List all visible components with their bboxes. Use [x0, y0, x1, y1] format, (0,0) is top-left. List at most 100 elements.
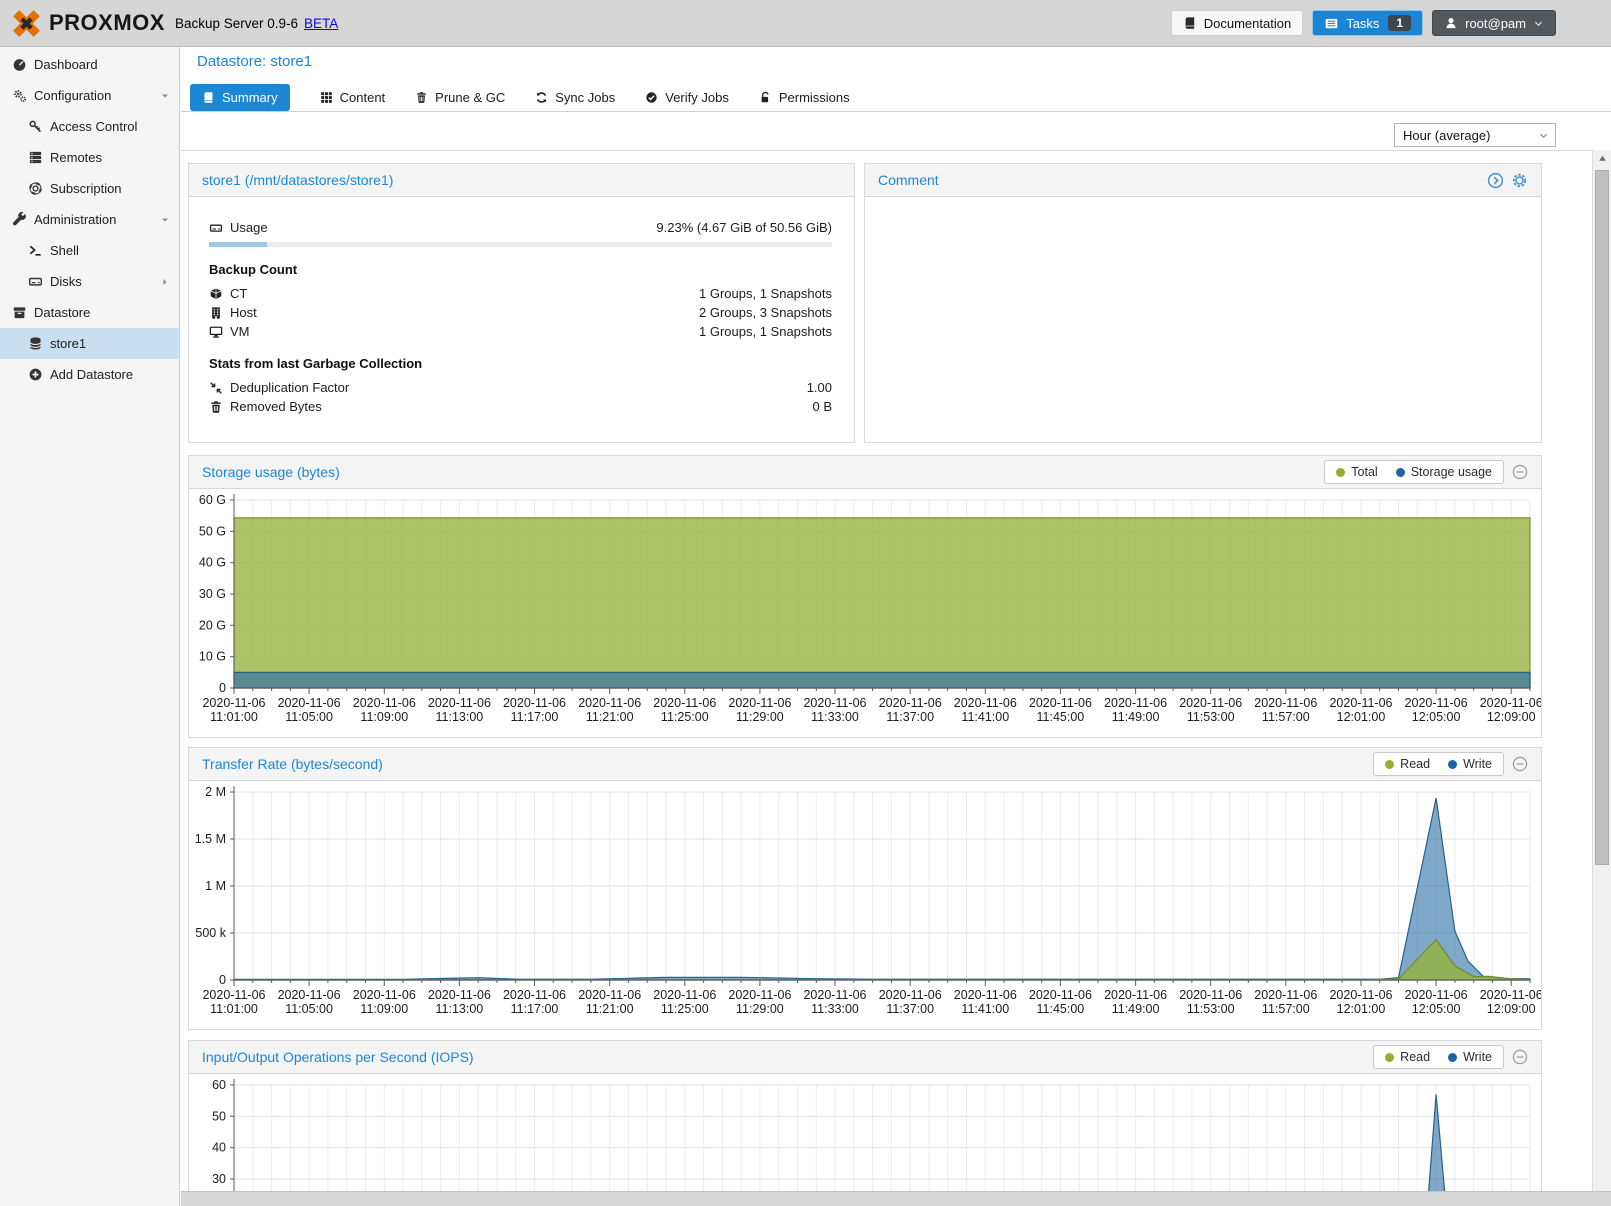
sidebar-item-datastore[interactable]: Datastore: [0, 297, 179, 328]
legend-item-storage-usage[interactable]: Storage usage: [1395, 465, 1492, 479]
tasks-button[interactable]: Tasks 1: [1312, 10, 1424, 36]
tab-prune-gc[interactable]: Prune & GC: [415, 84, 505, 111]
sidebar-item-add-datastore[interactable]: Add Datastore: [0, 359, 179, 390]
minus-circle-icon[interactable]: [1512, 464, 1528, 480]
gear-icon[interactable]: [1511, 172, 1528, 189]
svg-text:2020-11-06: 2020-11-06: [503, 988, 566, 1002]
sidebar-item-shell[interactable]: Shell: [0, 235, 179, 266]
vertical-scrollbar[interactable]: [1592, 150, 1611, 1192]
usage-progress-bar: [209, 242, 832, 247]
svg-text:60 G: 60 G: [199, 493, 226, 507]
legend-item-read[interactable]: Read: [1385, 757, 1430, 771]
backup-count-row-ct: CT 1 Groups, 1 Snapshots: [209, 284, 832, 303]
building-icon: [209, 306, 223, 320]
user-menu-button[interactable]: root@pam: [1432, 10, 1556, 36]
usage-value: 9.23% (4.67 GiB of 50.56 GiB): [656, 220, 832, 235]
tab-summary[interactable]: Summary: [190, 83, 290, 111]
sidebar-item-disks[interactable]: Disks: [0, 266, 179, 297]
svg-text:2020-11-06: 2020-11-06: [1405, 988, 1468, 1002]
svg-text:30 G: 30 G: [199, 587, 226, 601]
gc-row-dedup: Deduplication Factor 1.00: [209, 378, 832, 397]
minus-circle-icon[interactable]: [1512, 1049, 1528, 1065]
sidebar-item-configuration[interactable]: Configuration: [0, 80, 179, 111]
scroll-up-arrow[interactable]: [1593, 150, 1611, 166]
tab-permissions[interactable]: Permissions: [759, 84, 850, 111]
iops-header: Input/Output Operations per Second (IOPS…: [189, 1041, 1541, 1074]
svg-text:2020-11-06: 2020-11-06: [503, 696, 566, 710]
backup-count-row-vm: VM 1 Groups, 1 Snapshots: [209, 322, 832, 341]
compress-icon: [209, 381, 223, 395]
svg-text:11:29:00: 11:29:00: [736, 1002, 784, 1016]
svg-text:2020-11-06: 2020-11-06: [1329, 988, 1392, 1002]
documentation-button[interactable]: Documentation: [1170, 10, 1304, 36]
tab-content[interactable]: Content: [320, 84, 385, 111]
svg-text:2020-11-06: 2020-11-06: [428, 988, 491, 1002]
svg-text:1 M: 1 M: [205, 879, 226, 893]
range-selector[interactable]: Hour (average): [1394, 123, 1556, 147]
legend-dot: [1448, 1052, 1458, 1062]
tab-sync-jobs[interactable]: Sync Jobs: [535, 84, 615, 111]
svg-text:11:09:00: 11:09:00: [360, 710, 408, 724]
legend-item-read[interactable]: Read: [1385, 1050, 1430, 1064]
legend-item-total[interactable]: Total: [1336, 465, 1378, 479]
legend-dot: [1395, 467, 1405, 477]
servers-icon: [28, 150, 43, 165]
svg-text:2020-11-06: 2020-11-06: [1405, 696, 1468, 710]
svg-text:2020-11-06: 2020-11-06: [428, 696, 491, 710]
gc-stats-heading: Stats from last Garbage Collection: [209, 356, 423, 371]
legend-item-write[interactable]: Write: [1448, 757, 1492, 771]
usage-label: Usage: [230, 220, 268, 235]
user-icon: [1444, 16, 1458, 30]
scrollbar-thumb[interactable]: [1595, 170, 1609, 865]
sidebar-item-access-control[interactable]: Access Control: [0, 111, 179, 142]
grid-icon: [320, 91, 333, 104]
svg-text:11:05:00: 11:05:00: [285, 1002, 333, 1016]
store-summary-panel: store1 (/mnt/datastores/store1) Usage 9.…: [188, 163, 855, 443]
caret-right-icon[interactable]: [160, 277, 170, 287]
svg-text:2020-11-06: 2020-11-06: [202, 988, 265, 1002]
sidebar-item-dashboard[interactable]: Dashboard: [0, 49, 179, 80]
trash-icon: [209, 400, 223, 414]
beta-link[interactable]: BETA: [304, 15, 339, 31]
svg-text:2020-11-06: 2020-11-06: [803, 696, 866, 710]
tab-verify-jobs[interactable]: Verify Jobs: [645, 84, 729, 111]
svg-text:0: 0: [219, 973, 226, 987]
cube-icon: [209, 287, 223, 301]
horizontal-scrollbar[interactable]: [181, 1191, 1611, 1206]
svg-text:11:21:00: 11:21:00: [586, 1002, 634, 1016]
caret-down-icon[interactable]: [160, 91, 170, 101]
transfer-rate-panel: Transfer Rate (bytes/second) Read Write …: [188, 747, 1542, 1030]
sidebar-item-administration[interactable]: Administration: [0, 204, 179, 235]
proxmox-x-icon: [10, 7, 43, 40]
caret-down-icon[interactable]: [160, 215, 170, 225]
brand-text: PROXMOX: [49, 10, 165, 35]
range-selector-value: Hour (average): [1403, 127, 1491, 143]
svg-text:2020-11-06: 2020-11-06: [1029, 988, 1092, 1002]
transfer-rate-legend: Read Write: [1373, 752, 1504, 776]
life-ring-icon: [28, 181, 43, 196]
sidebar-item-remotes[interactable]: Remotes: [0, 142, 179, 173]
iops-title: Input/Output Operations per Second (IOPS…: [202, 1049, 474, 1065]
svg-text:11:01:00: 11:01:00: [210, 710, 258, 724]
gauge-icon: [12, 57, 27, 72]
svg-text:2020-11-06: 2020-11-06: [1104, 696, 1167, 710]
minus-circle-icon[interactable]: [1512, 756, 1528, 772]
toolbar: Hour (average): [181, 112, 1611, 151]
svg-text:2020-11-06: 2020-11-06: [278, 696, 341, 710]
sidebar-item-store1[interactable]: store1: [0, 328, 179, 359]
svg-text:11:37:00: 11:37:00: [886, 1002, 934, 1016]
hdd-icon: [28, 274, 43, 289]
plus-circle-icon: [28, 367, 43, 382]
svg-text:2020-11-06: 2020-11-06: [954, 988, 1017, 1002]
chevron-circle-right-icon[interactable]: [1487, 172, 1504, 189]
legend-dot: [1448, 759, 1458, 769]
tasks-label: Tasks: [1346, 15, 1380, 31]
sidebar-item-subscription[interactable]: Subscription: [0, 173, 179, 204]
svg-text:2020-11-06: 2020-11-06: [1480, 988, 1541, 1002]
legend-item-write[interactable]: Write: [1448, 1050, 1492, 1064]
svg-text:11:17:00: 11:17:00: [511, 710, 559, 724]
iops-legend: Read Write: [1373, 1045, 1504, 1069]
legend-dot: [1336, 467, 1346, 477]
proxmox-logo: PROXMOX: [10, 7, 165, 40]
backup-count-row-host: Host 2 Groups, 3 Snapshots: [209, 303, 832, 322]
